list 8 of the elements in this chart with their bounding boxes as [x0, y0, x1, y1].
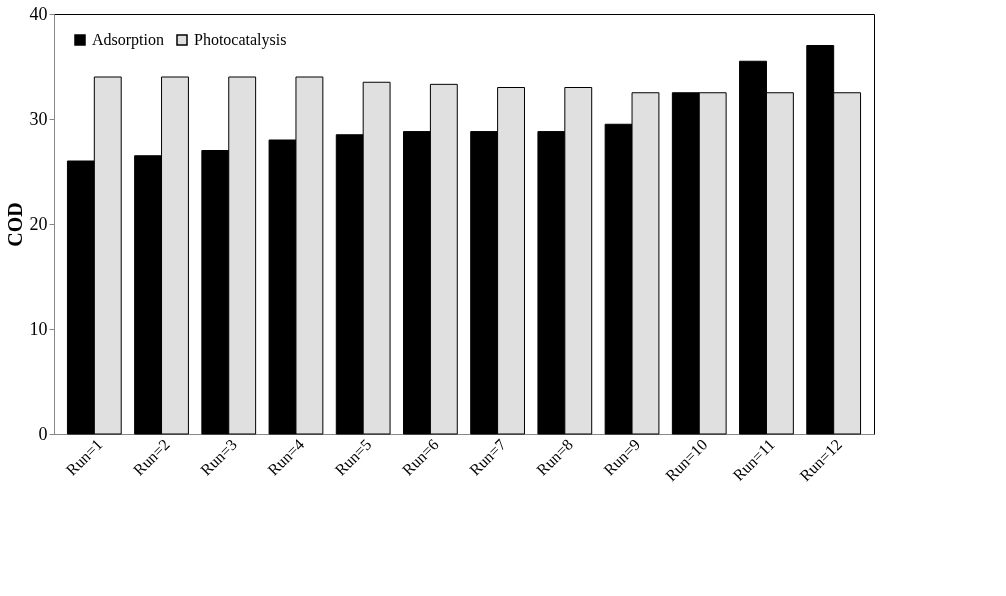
- y-tick-label: 10: [29, 318, 48, 339]
- legend-label: Adsorption: [92, 31, 164, 49]
- y-axis-title: COD: [3, 202, 26, 247]
- y-tick-label: 40: [29, 3, 48, 24]
- y-tick-label: 20: [29, 213, 48, 234]
- legend-label: Photocatalysis: [194, 31, 287, 49]
- y-tick-label: 0: [38, 423, 48, 444]
- y-tick-label: 30: [29, 108, 48, 129]
